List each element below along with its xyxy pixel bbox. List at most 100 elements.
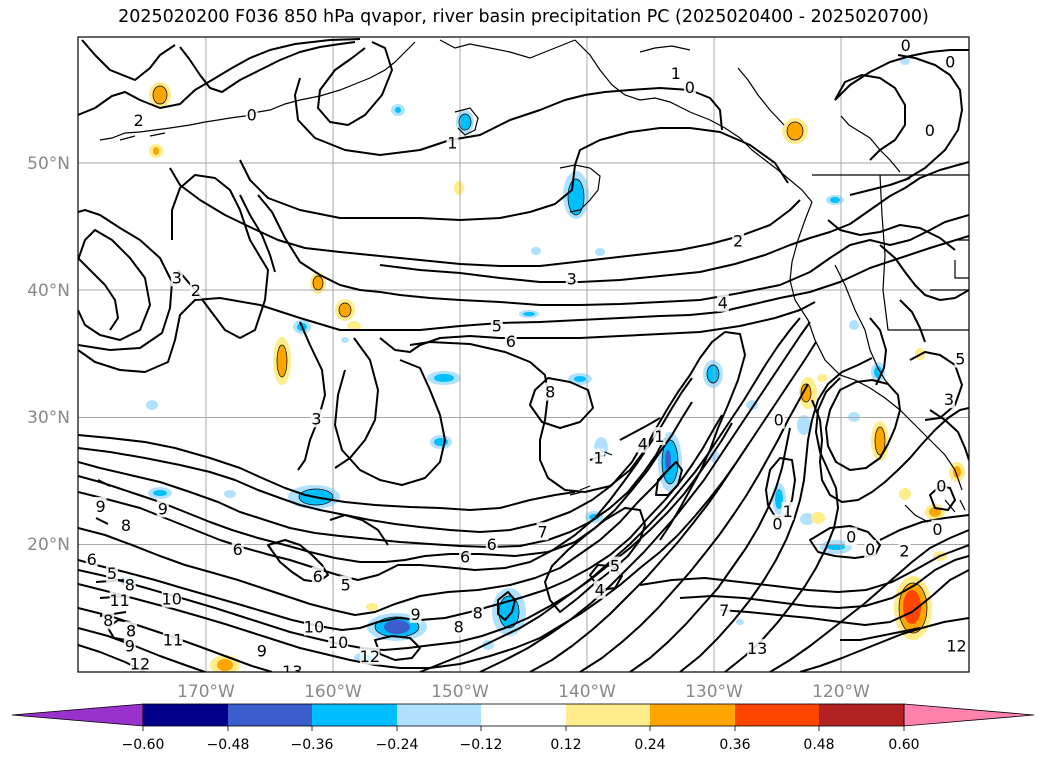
contour-label: 6 — [87, 550, 97, 569]
contour-label-bg — [452, 617, 465, 636]
colorbar-tick-label: −0.36 — [291, 737, 334, 753]
contour-label-bg — [119, 515, 132, 534]
contour-label-bg — [944, 52, 957, 71]
colorbar-tick-label: 0.48 — [803, 737, 834, 753]
map-canvas: 2011000023456232831411003659896658111088… — [78, 36, 989, 681]
contour-label: 4 — [718, 294, 728, 313]
contour-label-bg — [536, 522, 549, 541]
contour-label-bg — [504, 331, 517, 350]
lon-label-170w: 170°W — [177, 682, 235, 702]
contour-label-bg — [653, 427, 666, 446]
contour-label-bg — [864, 540, 877, 559]
map-title: 2025020200 F036 850 hPa qvapor, river ba… — [118, 7, 929, 27]
contour-label: 6 — [460, 548, 470, 567]
colorbar-tick-label: 0.36 — [719, 737, 750, 753]
contour-label-bg — [747, 639, 768, 658]
lat-label-30n: 30°N — [27, 408, 70, 428]
contour-label-bg — [718, 601, 731, 620]
contour-label: 2 — [191, 281, 201, 300]
contour-label-bg — [156, 499, 169, 518]
contour-label: 7 — [719, 601, 729, 620]
map-frame — [77, 36, 970, 673]
contour-label-bg — [94, 496, 107, 515]
contour-label: 9 — [410, 605, 420, 624]
contour-label: 10 — [328, 633, 348, 652]
contour-label-bg — [245, 105, 258, 124]
contour-label-bg — [102, 611, 115, 630]
contour-label-bg — [899, 37, 912, 54]
contour-label: 11 — [109, 591, 129, 610]
contour-label: 8 — [125, 576, 135, 595]
colorbar-swatch — [397, 704, 481, 726]
contour-label-bg — [636, 434, 649, 453]
contour-label-bg — [845, 527, 858, 546]
contour-label: 5 — [107, 564, 117, 583]
lat-label-50n: 50°N — [27, 154, 70, 174]
contour-label: 3 — [172, 268, 182, 287]
contour-label-bg — [125, 621, 138, 640]
contour-label-bg — [935, 476, 948, 495]
colorbar-swatch — [143, 704, 228, 726]
contour-label: 0 — [685, 78, 695, 97]
contour-label: 0 — [901, 36, 911, 55]
contour-label-bg — [311, 566, 324, 585]
contour-label: 1 — [654, 427, 664, 446]
latitude-labels: 50°N 40°N 30°N 20°N — [27, 154, 70, 555]
contour-label: 7 — [537, 522, 547, 541]
contour-label: 6 — [979, 332, 989, 351]
precipitation-pc-shading — [120, 57, 965, 672]
contour-label-bg — [459, 547, 472, 566]
colorbar: −0.60 −0.48 −0.36 −0.24 −0.12 0.12 0.24 … — [11, 703, 1035, 753]
contour-label-bg — [931, 519, 944, 538]
contour-label-bg — [282, 662, 303, 672]
contour-label: 6 — [506, 332, 516, 351]
precipitation-pc-outlines — [152, 85, 928, 638]
contour-label-bg — [132, 110, 145, 129]
contour-label: 9 — [125, 637, 135, 656]
contour-label-bg — [409, 604, 422, 623]
contour-label-bg — [109, 590, 130, 609]
contour-label-bg — [923, 120, 936, 139]
contour-label-bg — [946, 636, 967, 655]
contour-label-bg — [608, 556, 621, 575]
contour-label-bg — [544, 382, 557, 401]
contour-label: 11 — [163, 630, 183, 649]
contour-label: 8 — [545, 383, 555, 402]
contour-label: 3 — [311, 409, 321, 428]
contour-label-bg — [161, 589, 182, 608]
colorbar-swatch — [312, 704, 397, 726]
contour-label: 6 — [487, 535, 497, 554]
contour-label: 0 — [774, 411, 784, 430]
contour-label: 2 — [134, 111, 144, 130]
contour-label-bg — [162, 630, 183, 649]
contour-label-bg — [898, 541, 911, 560]
contour-label: 0 — [846, 527, 856, 546]
contour-label-bg — [669, 63, 682, 82]
contour-label-bg — [129, 654, 150, 672]
colorbar-tick-label: 0.12 — [550, 737, 581, 753]
contour-label-bg — [123, 575, 136, 594]
contour-label: 5 — [610, 557, 620, 576]
contour-label-bg — [771, 514, 784, 533]
colorbar-tick-label: 0.60 — [888, 737, 919, 753]
contour-label: 8 — [126, 621, 136, 640]
contour-label-bg — [446, 133, 459, 152]
contour-label: 9 — [95, 497, 105, 516]
lon-label-150w: 150°W — [431, 682, 489, 702]
lon-label-140w: 140°W — [558, 682, 616, 702]
contour-label: 5 — [955, 350, 965, 369]
contour-label: 13 — [282, 662, 302, 681]
contour-label-bg — [490, 316, 503, 335]
contour-label: 5 — [492, 317, 502, 336]
qvapor-contours — [78, 38, 969, 672]
contour-label-bg — [485, 535, 498, 553]
contour-label-bg — [339, 575, 352, 594]
contour-label-bg — [85, 550, 98, 569]
contour-label-bg — [255, 641, 268, 660]
contour-label: 3 — [944, 390, 954, 409]
colorbar-tick-label: −0.12 — [460, 737, 503, 753]
contour-label-bg — [471, 603, 484, 622]
contour-labels: 2011000023456232831411003659896658111088… — [85, 36, 989, 681]
colorbar-swatch — [566, 704, 650, 726]
